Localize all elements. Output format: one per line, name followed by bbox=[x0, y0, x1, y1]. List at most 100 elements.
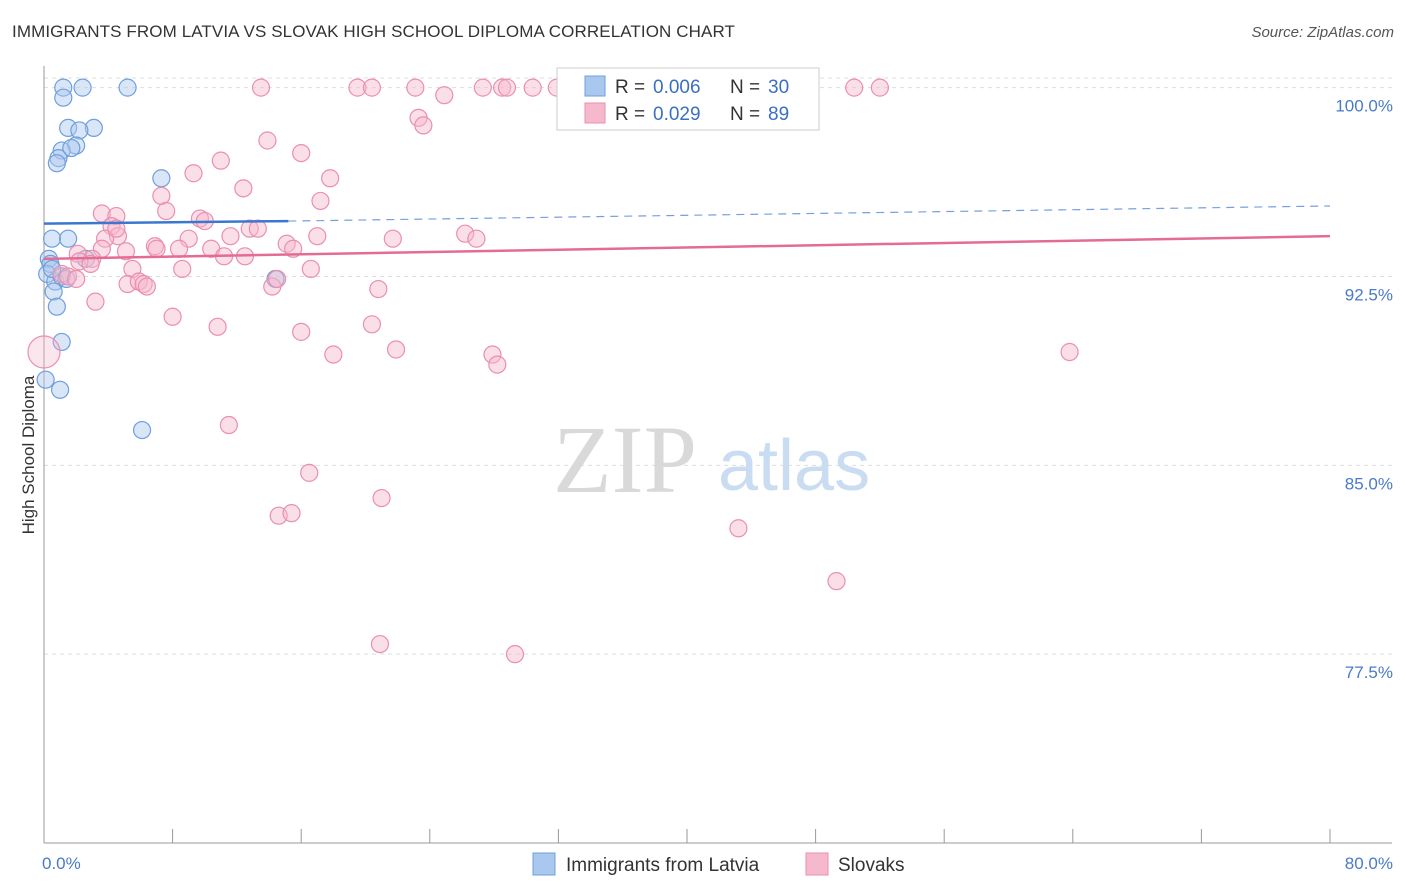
latvia-points bbox=[36, 78, 285, 440]
chart-title: IMMIGRANTS FROM LATVIA VS SLOVAK HIGH SC… bbox=[12, 22, 736, 41]
slovak-point bbox=[321, 169, 340, 188]
slovak-point bbox=[383, 229, 402, 248]
latvia-trend-line bbox=[43, 219, 289, 225]
slovak-point bbox=[284, 239, 303, 258]
y-tick-label: 100.0% bbox=[1335, 97, 1393, 116]
y-tick-label: 92.5% bbox=[1345, 285, 1393, 304]
slovak-point bbox=[362, 315, 382, 334]
slovak-point bbox=[234, 179, 253, 198]
slovak-point bbox=[147, 239, 166, 258]
slovak-point bbox=[118, 274, 137, 294]
slovak-point bbox=[219, 415, 238, 435]
latvia-point bbox=[118, 78, 137, 97]
slovak-point bbox=[729, 519, 748, 538]
slovak-point bbox=[27, 335, 61, 369]
slovak-point bbox=[282, 504, 301, 523]
slovak-series-name: Slovaks bbox=[838, 855, 905, 876]
slovak-point bbox=[435, 86, 454, 105]
x-tick-label: 0.0% bbox=[42, 854, 81, 873]
slovak-point bbox=[292, 143, 311, 163]
slovak-point bbox=[292, 322, 311, 341]
watermark-atlas: atlas bbox=[718, 426, 870, 506]
slovak-point bbox=[311, 191, 330, 211]
latvia-n-value: 30 bbox=[768, 77, 789, 98]
slovak-point bbox=[163, 307, 182, 326]
slovak-n-label: N = bbox=[730, 104, 760, 125]
slovak-point bbox=[267, 269, 287, 289]
slovak-point bbox=[137, 277, 156, 296]
slovak-point bbox=[300, 463, 319, 482]
slovak-point bbox=[827, 572, 846, 591]
slovak-point bbox=[406, 78, 425, 97]
slovak-point bbox=[184, 164, 203, 183]
slovak-point bbox=[67, 269, 86, 289]
slovak-point bbox=[308, 227, 327, 246]
slovak-point bbox=[505, 645, 525, 664]
slovak-point bbox=[386, 340, 406, 359]
slovak-point bbox=[1060, 342, 1079, 362]
slovak-point bbox=[86, 292, 105, 311]
slovak-point bbox=[258, 131, 277, 150]
latvia-trend-extension bbox=[288, 205, 1331, 222]
slovak-point bbox=[221, 227, 240, 246]
slovak-point bbox=[370, 634, 390, 654]
slovak-legend-swatch bbox=[584, 102, 606, 124]
watermark-zip: ZIP bbox=[553, 406, 697, 513]
slovak-n-value: 89 bbox=[768, 104, 789, 125]
watermark: ZIP atlas bbox=[553, 406, 870, 513]
slovak-point bbox=[134, 274, 153, 294]
latvia-point bbox=[132, 420, 152, 440]
latvia-r-label: R = bbox=[615, 77, 645, 98]
slovak-point bbox=[348, 78, 367, 97]
latvia-point bbox=[52, 332, 71, 352]
latvia-legend-swatch bbox=[584, 75, 606, 97]
slovak-r-value: 0.029 bbox=[653, 104, 701, 125]
latvia-point bbox=[42, 229, 62, 248]
slovak-point bbox=[473, 78, 492, 97]
slovak-point bbox=[488, 355, 507, 374]
slovak-point bbox=[248, 219, 267, 238]
slovak-point bbox=[152, 186, 171, 205]
latvia-point bbox=[152, 169, 171, 188]
slovak-points bbox=[27, 78, 1079, 664]
slovak-point bbox=[369, 279, 388, 299]
trend-layer bbox=[43, 205, 1331, 261]
latvia-point bbox=[47, 297, 66, 316]
latvia-point bbox=[62, 138, 81, 158]
slovak-r-label: R = bbox=[615, 104, 645, 125]
slovak-point bbox=[493, 78, 512, 97]
latvia-point bbox=[59, 229, 78, 248]
grid-layer bbox=[44, 77, 1392, 655]
slovak-point bbox=[208, 317, 227, 336]
slovak-trend-line bbox=[43, 234, 1331, 261]
latvia-n-label: N = bbox=[730, 77, 760, 98]
slovak-point bbox=[173, 259, 192, 279]
y-tick-label: 77.5% bbox=[1345, 663, 1393, 682]
slovak-point bbox=[372, 488, 391, 508]
latvia-point bbox=[70, 121, 89, 140]
chart-source: Source: ZipAtlas.com bbox=[1251, 24, 1394, 41]
slovak-point bbox=[870, 78, 890, 97]
stats-legend: R = 0.006 N = 30 R = 0.029 N = 89 bbox=[556, 67, 820, 131]
y-axis-label: High School Diploma bbox=[19, 375, 38, 534]
slovak-point bbox=[107, 206, 126, 226]
slovak-point bbox=[497, 78, 517, 97]
slovak-point bbox=[362, 78, 382, 97]
latvia-point bbox=[54, 88, 73, 107]
latvia-point bbox=[73, 78, 92, 97]
slovak-point bbox=[116, 242, 136, 261]
latvia-point bbox=[54, 78, 73, 97]
slovak-point bbox=[157, 201, 176, 221]
slovak-point bbox=[324, 345, 343, 364]
latvia-r-value: 0.006 bbox=[653, 77, 701, 98]
slovak-point bbox=[467, 229, 486, 248]
slovak-point bbox=[301, 259, 320, 279]
latvia-point bbox=[67, 136, 86, 155]
slovak-point bbox=[81, 254, 100, 273]
slovak-series-swatch bbox=[805, 852, 829, 876]
latvia-point bbox=[47, 154, 66, 173]
slovak-point bbox=[456, 224, 475, 243]
latvia-point bbox=[84, 118, 103, 138]
slovak-point bbox=[211, 151, 230, 170]
